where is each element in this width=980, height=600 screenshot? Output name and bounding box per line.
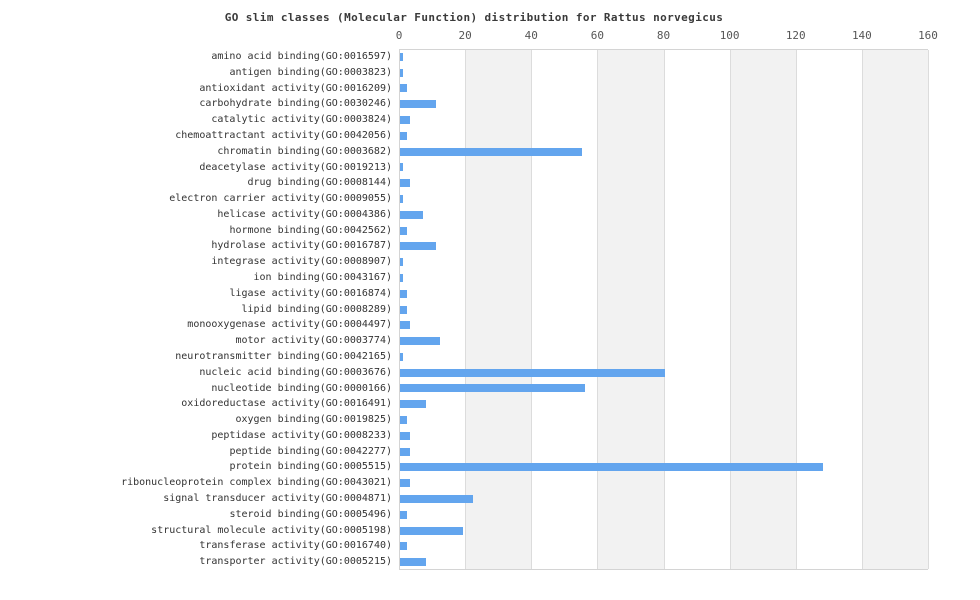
category-label: drug binding(GO:0008144)	[247, 177, 393, 189]
bar	[400, 416, 407, 424]
category-label: peptidase activity(GO:0008233)	[211, 429, 392, 441]
x-tick-label: 100	[719, 29, 740, 42]
bar	[400, 242, 437, 251]
bar	[400, 431, 410, 440]
category-label: oxidoreductase activity(GO:0016491)	[181, 398, 392, 410]
bar	[400, 147, 582, 156]
category-label: chromatin binding(GO:0003682)	[217, 145, 392, 157]
bar	[400, 226, 407, 235]
gridline	[861, 50, 863, 569]
category-label: carbohydrate binding(GO:0030246)	[199, 98, 392, 110]
bar	[400, 273, 404, 282]
bar	[400, 558, 427, 567]
x-axis-ticks: 0 20 40 60 80 100 120 140 160	[395, 29, 938, 45]
category-label: peptide binding(GO:0042277)	[229, 445, 392, 457]
category-label: ribonucleoprotein complex binding(GO:004…	[121, 477, 392, 489]
bar	[400, 526, 463, 535]
bar	[400, 68, 404, 77]
category-label: deacetylase activity(GO:0019213)	[199, 161, 392, 173]
category-label: neurotransmitter binding(GO:0042165)	[175, 350, 392, 362]
bar	[400, 289, 407, 298]
category-label: nucleic acid binding(GO:0003676)	[199, 366, 392, 378]
category-label: hormone binding(GO:0042562)	[229, 224, 392, 236]
gridline	[597, 50, 599, 569]
bar	[400, 400, 427, 409]
bar	[400, 305, 407, 314]
bar	[400, 321, 410, 330]
category-label: structural molecule activity(GO:0005198)	[151, 524, 392, 536]
bar	[400, 84, 407, 93]
gridline	[729, 50, 731, 569]
category-label: motor activity(GO:0003774)	[235, 335, 392, 347]
category-label: monooxygenase activity(GO:0004497)	[187, 319, 392, 331]
category-label: electron carrier activity(GO:0009055)	[169, 193, 392, 205]
bar	[400, 258, 404, 267]
category-label: catalytic activity(GO:0003824)	[211, 114, 392, 126]
x-tick-label: 80	[656, 29, 671, 42]
background-band	[598, 50, 665, 569]
x-tick-label: 120	[785, 29, 806, 42]
category-label: oxygen binding(GO:0019825)	[235, 414, 392, 426]
background-band	[862, 50, 929, 569]
category-label: protein binding(GO:0005515)	[229, 461, 392, 473]
category-label: nucleotide binding(GO:0000166)	[211, 382, 392, 394]
bar	[400, 447, 410, 456]
category-label: transferase activity(GO:0016740)	[199, 540, 392, 552]
background-band	[466, 50, 533, 569]
x-tick-label: 20	[458, 29, 472, 42]
gridline	[795, 50, 797, 569]
gridline	[928, 50, 929, 569]
bar	[400, 463, 824, 472]
category-label: chemoattractant activity(GO:0042056)	[175, 129, 392, 141]
gridline	[531, 50, 533, 569]
category-label: transporter activity(GO:0005215)	[199, 556, 392, 568]
bar	[400, 131, 407, 140]
bar	[400, 510, 407, 519]
bar	[400, 337, 440, 346]
title-area: GO slim classes (Molecular Function) dis…	[0, 6, 948, 25]
bar	[400, 384, 586, 393]
gridline	[663, 50, 665, 569]
y-axis-labels: amino acid binding(GO:0016597) antigen bi…	[0, 49, 392, 570]
category-label: integrase activity(GO:0008907)	[211, 256, 392, 268]
category-label: lipid binding(GO:0008289)	[241, 303, 392, 315]
x-tick-label: 0	[395, 29, 403, 42]
bar	[400, 116, 410, 125]
bar	[400, 479, 410, 488]
x-tick-label: 140	[851, 29, 872, 42]
category-label: antigen binding(GO:0003823)	[229, 66, 392, 78]
background-band	[730, 50, 797, 569]
bar	[400, 352, 404, 361]
x-tick-label: 160	[918, 29, 938, 42]
plot-area	[399, 49, 929, 570]
bar	[400, 100, 437, 109]
bar	[400, 542, 407, 551]
category-label: steroid binding(GO:0005496)	[229, 508, 392, 520]
bar	[400, 194, 404, 203]
bar	[400, 210, 424, 219]
chart-title: GO slim classes (Molecular Function) dis…	[224, 11, 724, 24]
bar	[400, 52, 404, 61]
bar	[400, 163, 404, 172]
x-tick-label: 60	[590, 29, 604, 42]
category-label: hydrolase activity(GO:0016787)	[211, 240, 392, 252]
gridline	[465, 50, 467, 569]
category-label: ion binding(GO:0043167)	[253, 272, 392, 284]
bar	[400, 494, 473, 503]
x-tick-label: 40	[524, 29, 538, 42]
category-label: helicase activity(GO:0004386)	[217, 208, 392, 220]
category-label: ligase activity(GO:0016874)	[229, 287, 392, 299]
category-label: signal transducer activity(GO:0004871)	[163, 493, 392, 505]
category-label: amino acid binding(GO:0016597)	[211, 51, 392, 62]
category-label: antioxidant activity(GO:0016209)	[199, 82, 392, 94]
bar	[400, 368, 665, 377]
bar	[400, 179, 410, 188]
